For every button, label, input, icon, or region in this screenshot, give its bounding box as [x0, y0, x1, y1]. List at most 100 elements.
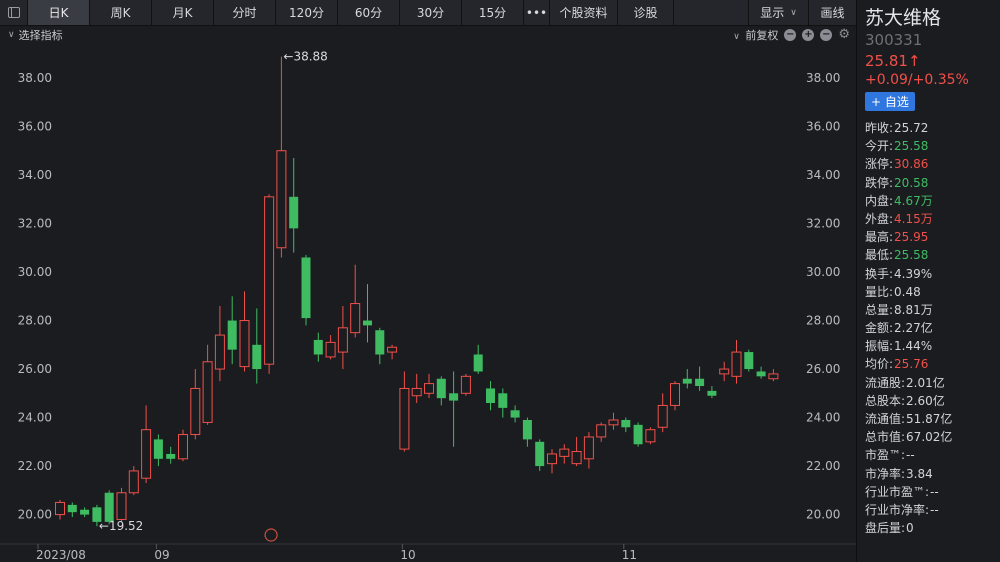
candle[interactable] [510, 405, 520, 423]
candlestick-chart[interactable]: 20.00 20.00 22.00 22.00 24.00 24.00 26.00 26.00… [0, 44, 856, 562]
y-tick-label-left: 30.00 [18, 265, 52, 279]
candle[interactable] [621, 417, 631, 433]
candle[interactable] [707, 386, 717, 399]
tab-diagnosis[interactable]: 诊股 [618, 0, 674, 25]
candle[interactable] [153, 434, 163, 467]
candle[interactable] [424, 373, 434, 399]
display-menu-button[interactable]: 显示 ∨ [748, 0, 808, 25]
candle-body [436, 378, 446, 399]
tab-intraday[interactable]: 分时 [214, 0, 276, 25]
stat-row: 跌停:20.58 [865, 174, 1000, 192]
y-tick-label-left: 36.00 [18, 119, 52, 133]
tab-120min[interactable]: 120分 [276, 0, 338, 25]
zoom-out-icon[interactable]: − [784, 29, 797, 41]
candle[interactable] [214, 305, 225, 382]
chevron-down-icon: ∨ [790, 7, 797, 18]
sidebar-toggle-button[interactable] [0, 0, 28, 25]
candle[interactable] [301, 255, 311, 326]
stat-row: 总市值:67.02亿 [865, 428, 1000, 446]
candle[interactable] [719, 361, 730, 382]
y-tick-label-right: 34.00 [806, 168, 840, 182]
candle[interactable] [67, 502, 77, 518]
candle-body [670, 383, 680, 406]
candle[interactable] [375, 327, 385, 365]
candle[interactable] [80, 507, 90, 518]
candle[interactable] [768, 369, 779, 382]
stat-value: 25.58 [894, 248, 929, 263]
tab-60min[interactable]: 60分 [338, 0, 400, 25]
candle[interactable] [252, 308, 262, 384]
more-periods-button[interactable]: ••• [524, 0, 550, 25]
tab-daily-k[interactable]: 日K [28, 0, 90, 25]
candle[interactable] [449, 371, 459, 447]
candle-body [313, 339, 323, 355]
candle[interactable] [535, 439, 545, 471]
candle[interactable] [92, 504, 102, 527]
candle[interactable] [363, 284, 372, 343]
candle[interactable] [202, 344, 213, 425]
draw-line-button[interactable]: 画线 [808, 0, 856, 25]
candle[interactable] [387, 344, 398, 360]
candle[interactable] [436, 376, 446, 406]
collapse-icon[interactable]: − [820, 29, 833, 41]
candle[interactable] [670, 381, 680, 411]
candle[interactable] [104, 490, 114, 525]
candle[interactable] [473, 344, 483, 374]
candle[interactable] [289, 158, 299, 253]
candle[interactable] [350, 264, 361, 338]
candle[interactable] [399, 371, 410, 452]
candle[interactable] [178, 429, 188, 462]
candle-body [289, 196, 299, 229]
candle[interactable] [460, 373, 471, 396]
candle[interactable] [756, 366, 766, 379]
add-watchlist-button[interactable]: + 自选 [865, 92, 915, 111]
candle[interactable] [276, 56, 287, 258]
candle[interactable] [633, 422, 643, 447]
tab-company-profile[interactable]: 个股资料 [550, 0, 618, 25]
candle[interactable] [190, 369, 201, 440]
candle[interactable] [239, 291, 250, 372]
chevron-down-icon: ∨ [733, 32, 740, 42]
candle[interactable] [264, 194, 275, 374]
candle[interactable] [744, 349, 754, 372]
candle[interactable] [141, 405, 152, 484]
tab-weekly-k[interactable]: 周K [90, 0, 152, 25]
candle[interactable] [608, 412, 619, 430]
candle[interactable] [486, 381, 495, 411]
candle[interactable] [227, 296, 237, 365]
candle[interactable] [166, 446, 176, 464]
candle[interactable] [116, 487, 127, 522]
candle[interactable] [571, 436, 582, 467]
tab-monthly-k[interactable]: 月K [152, 0, 214, 25]
candle[interactable] [547, 449, 557, 474]
candle[interactable] [128, 466, 139, 496]
candle[interactable] [559, 444, 570, 464]
candle[interactable] [731, 339, 742, 384]
candle[interactable] [337, 305, 348, 370]
candle-body [325, 341, 336, 358]
select-indicator-button[interactable]: 选择指标 [18, 29, 63, 42]
y-tick-label-left: 28.00 [18, 314, 52, 328]
zoom-in-icon[interactable]: + [802, 29, 815, 41]
gear-icon[interactable]: ⚙ [838, 27, 850, 42]
stat-label: 总股本: [865, 393, 906, 408]
candle[interactable] [55, 500, 65, 520]
candle[interactable] [583, 432, 594, 469]
candle[interactable] [596, 422, 607, 442]
candle[interactable] [522, 417, 532, 447]
candle[interactable] [411, 373, 422, 404]
candle[interactable] [657, 393, 668, 433]
candle-body [695, 378, 705, 387]
candle[interactable] [645, 427, 656, 445]
candle[interactable] [325, 335, 336, 360]
tab-30min[interactable]: 30分 [400, 0, 462, 25]
tab-15min[interactable]: 15分 [462, 0, 524, 25]
stat-value: 4.39% [894, 266, 933, 281]
candle[interactable] [695, 366, 705, 391]
adjust-dropdown[interactable]: ∨ 前复权 [733, 27, 778, 43]
candle[interactable] [682, 369, 692, 389]
y-tick-label-right: 22.00 [806, 459, 840, 473]
candle-body [80, 509, 90, 515]
candle[interactable] [313, 332, 323, 362]
candle[interactable] [498, 388, 508, 418]
